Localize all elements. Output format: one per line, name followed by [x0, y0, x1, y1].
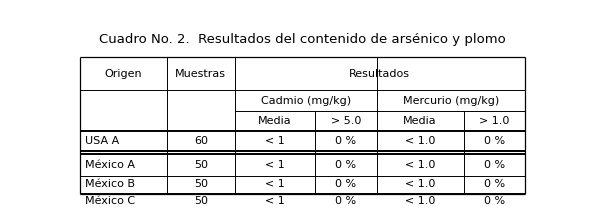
- Text: Cuadro No. 2.  Resultados del contenido de arsénico y plomo: Cuadro No. 2. Resultados del contenido d…: [99, 34, 506, 46]
- Text: Muestras: Muestras: [175, 69, 227, 79]
- Text: < 1: < 1: [265, 196, 285, 206]
- Text: Cadmio (mg/kg): Cadmio (mg/kg): [261, 95, 350, 105]
- Text: Origen: Origen: [104, 69, 142, 79]
- Text: > 1.0: > 1.0: [479, 116, 509, 126]
- Text: Media: Media: [403, 116, 437, 126]
- Text: USA A: USA A: [86, 136, 120, 146]
- Text: 0 %: 0 %: [335, 160, 356, 170]
- Text: 0 %: 0 %: [484, 196, 504, 206]
- Text: 60: 60: [194, 136, 208, 146]
- Text: 0 %: 0 %: [335, 196, 356, 206]
- Text: < 1: < 1: [265, 180, 285, 190]
- Text: México B: México B: [86, 180, 136, 190]
- Text: Resultados: Resultados: [349, 69, 410, 79]
- Text: Media: Media: [258, 116, 292, 126]
- Text: 50: 50: [194, 180, 208, 190]
- Text: < 1.0: < 1.0: [405, 160, 435, 170]
- Text: 0 %: 0 %: [335, 180, 356, 190]
- Text: < 1: < 1: [265, 160, 285, 170]
- Text: < 1.0: < 1.0: [405, 196, 435, 206]
- Text: Mercurio (mg/kg): Mercurio (mg/kg): [402, 95, 499, 105]
- Text: > 5.0: > 5.0: [331, 116, 361, 126]
- Text: 0 %: 0 %: [484, 160, 504, 170]
- Text: México A: México A: [86, 160, 136, 170]
- Text: 50: 50: [194, 160, 208, 170]
- Text: 0 %: 0 %: [335, 136, 356, 146]
- Text: 0 %: 0 %: [484, 180, 504, 190]
- Text: México C: México C: [86, 196, 136, 206]
- Text: < 1.0: < 1.0: [405, 180, 435, 190]
- Text: < 1.0: < 1.0: [405, 136, 435, 146]
- Text: < 1: < 1: [265, 136, 285, 146]
- Text: 0 %: 0 %: [484, 136, 504, 146]
- Text: 50: 50: [194, 196, 208, 206]
